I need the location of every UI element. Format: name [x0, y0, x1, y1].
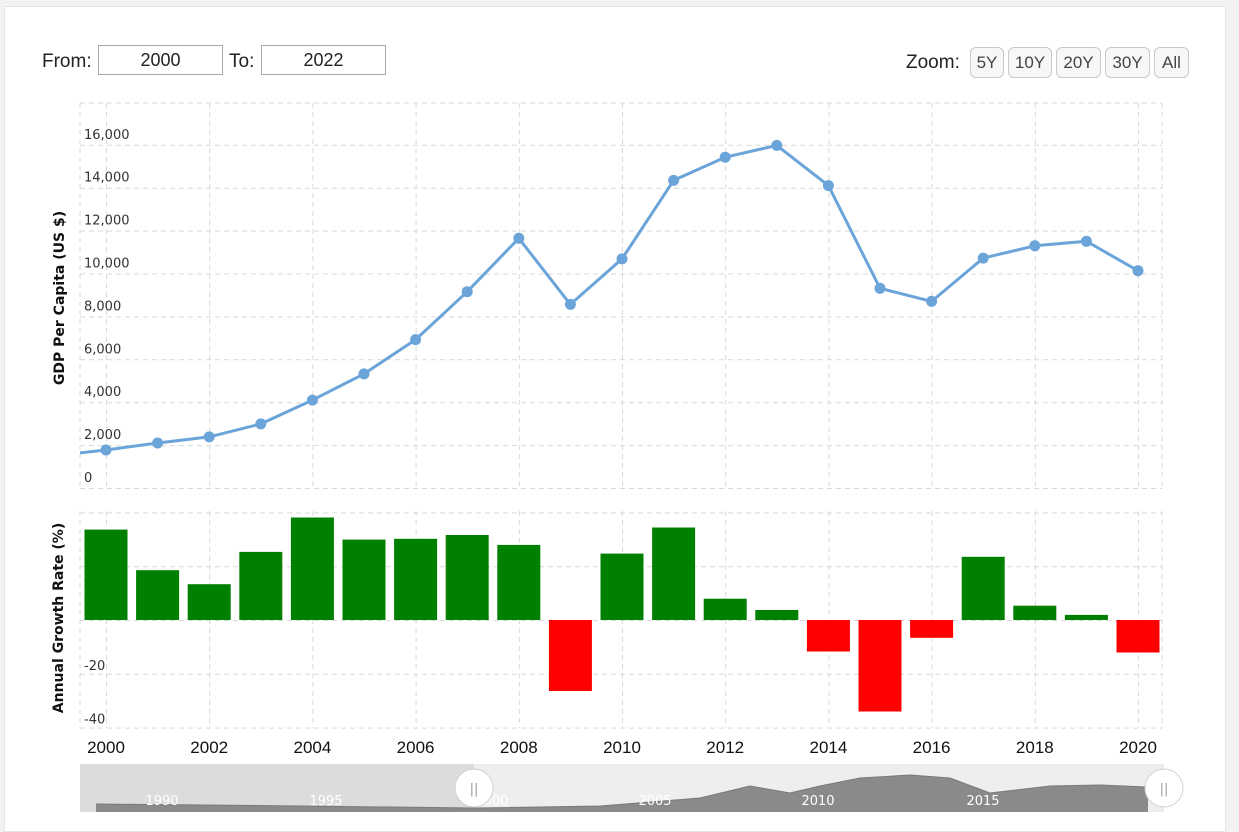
growth-bars: [84, 517, 1160, 712]
growth-bar: [1064, 614, 1108, 620]
gdp-point: [564, 298, 576, 310]
left-handle-grip: ||: [470, 782, 479, 797]
navigator-year-label: 1995: [309, 794, 342, 809]
x-tick-label: 2020: [1119, 738, 1157, 757]
gdp-point: [152, 437, 164, 449]
navigator-line: [95, 774, 1149, 809]
x-tick-label: 2006: [397, 738, 435, 757]
growth-bar: [703, 598, 747, 620]
gdp-point: [100, 444, 112, 456]
x-tick-label: 2016: [913, 738, 951, 757]
growth-bar: [187, 584, 231, 620]
gdp-tick-label: 6,000: [84, 342, 121, 357]
x-tick-label: 2004: [293, 738, 331, 757]
navigator-area-series: [96, 775, 1148, 812]
gdp-point: [1029, 240, 1041, 252]
gdp-point: [410, 334, 422, 346]
navigator-year-label: 1990: [145, 794, 178, 809]
x-tick-label: 2014: [809, 738, 847, 757]
zoom-all-button[interactable]: All: [1154, 47, 1189, 78]
navigator-year-label: 2010: [801, 794, 834, 809]
growth-bar: [548, 620, 592, 691]
x-tick-label: 2012: [706, 738, 744, 757]
gdp-tick-label: 10,000: [84, 257, 130, 272]
gdp-point: [926, 295, 938, 307]
gdp-point: [1132, 265, 1144, 277]
gdp-point: [255, 418, 267, 430]
chart-card: From: To: Zoom: 5Y 10Y 20Y 30Y All: [4, 6, 1226, 832]
to-year-input[interactable]: [261, 45, 386, 75]
growth-bar: [600, 553, 644, 620]
growth-bar: [858, 620, 902, 712]
gdp-tick-label: 14,000: [84, 171, 130, 186]
navigator-year-label: 2015: [966, 794, 999, 809]
growth-bar: [1116, 620, 1160, 653]
gdp-point: [719, 151, 731, 163]
growth-bar: [445, 535, 489, 620]
zoom-label: Zoom:: [906, 52, 960, 73]
x-tick-label: 2018: [1016, 738, 1054, 757]
grid: [79, 102, 1163, 729]
growth-axis-title: Annual Growth Rate (%): [51, 523, 67, 713]
growth-bar: [290, 517, 334, 620]
growth-tick-label: -20: [84, 659, 105, 674]
gdp-tick-label: 0: [84, 471, 92, 486]
growth-bar: [394, 538, 438, 620]
gdp-point: [668, 174, 680, 186]
gdp-point: [203, 431, 215, 443]
gdp-tick-label: 12,000: [84, 214, 130, 229]
zoom-5y-button[interactable]: 5Y: [970, 47, 1004, 78]
x-tick-label: 2002: [190, 738, 228, 757]
gdp-point: [977, 252, 989, 264]
growth-bar: [136, 570, 180, 620]
growth-bar: [910, 620, 954, 638]
y-axis-ticks: 0 2,000 4,000 6,000 8,000 10,000 12,000 14,000 1…: [84, 128, 130, 728]
growth-bar: [961, 556, 1005, 620]
from-year-input[interactable]: [98, 45, 223, 75]
growth-bar: [1013, 605, 1057, 620]
navigator-right-handle[interactable]: ||: [1144, 768, 1184, 808]
growth-bar: [806, 620, 850, 652]
navigator-labels: 1990 1995 2000 2005 2010 2015: [145, 794, 999, 809]
gdp-point: [771, 139, 783, 151]
growth-bar: [755, 610, 799, 620]
gdp-line: [79, 143, 1139, 455]
gdp-point: [1080, 235, 1092, 247]
gdp-point: [513, 232, 525, 244]
growth-tick-label: -40: [84, 713, 105, 728]
gdp-point: [306, 394, 318, 406]
growth-bar: [239, 551, 283, 620]
to-label: To:: [229, 51, 255, 72]
from-label: From:: [42, 51, 92, 72]
gdp-tick-label: 16,000: [84, 128, 130, 143]
gdp-point: [874, 282, 886, 294]
x-tick-label: 2008: [500, 738, 538, 757]
gdp-line-series: [79, 139, 1144, 456]
growth-bar: [652, 527, 696, 620]
gdp-tick-label: 4,000: [84, 385, 121, 400]
x-tick-label: 2000: [87, 738, 125, 757]
gdp-point: [358, 368, 370, 380]
gdp-tick-label: 8,000: [84, 299, 121, 314]
x-tick-label: 2010: [603, 738, 641, 757]
navigator-year-label: 2005: [638, 794, 671, 809]
growth-bar: [84, 529, 128, 620]
zoom-30y-button[interactable]: 30Y: [1105, 47, 1150, 78]
gdp-axis-title: GDP Per Capita (US $): [52, 211, 68, 385]
right-handle-grip: ||: [1160, 782, 1169, 797]
zoom-20y-button[interactable]: 20Y: [1056, 47, 1101, 78]
zoom-10y-button[interactable]: 10Y: [1008, 47, 1052, 78]
gdp-point: [461, 286, 473, 298]
gdp-point: [616, 253, 628, 265]
growth-bar: [342, 539, 386, 620]
gdp-tick-label: 2,000: [84, 428, 121, 443]
range-navigator[interactable]: 1990 1995 2000 2005 2010 2015 || ||: [80, 764, 1184, 812]
gdp-point: [822, 180, 834, 192]
x-axis-ticks: 2000 2002 2004 2006 2008 2010 2012 2014 2016 2018…: [87, 738, 1157, 757]
navigator-left-handle[interactable]: ||: [454, 768, 494, 808]
growth-bar: [497, 544, 541, 620]
